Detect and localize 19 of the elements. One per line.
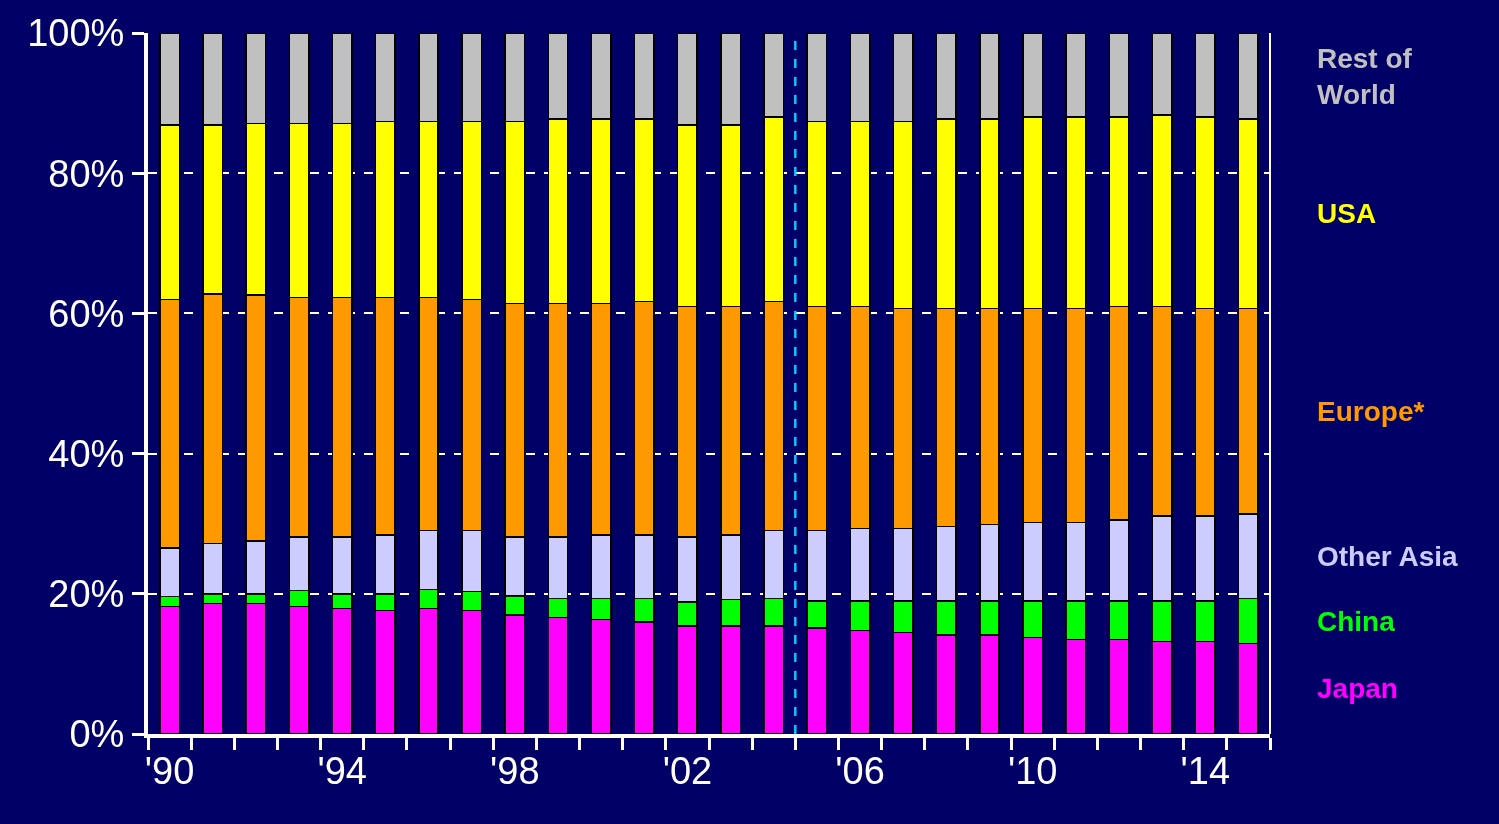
text: Europe* [1317, 396, 1425, 427]
x-tick-label: '94 [317, 749, 367, 792]
text: Japan [1317, 673, 1398, 704]
y-tick-label: 0% [69, 713, 125, 756]
text: Rest of World [1317, 43, 1413, 111]
x-tick-label: '10 [1007, 749, 1058, 792]
x-tick-label: '02 [662, 749, 713, 792]
text: Other Asia [1317, 541, 1458, 572]
y-tick-label: 80% [48, 152, 125, 195]
text: China [1317, 606, 1396, 637]
y-tick-label: 40% [48, 432, 125, 475]
y-tick-label: 100% [27, 12, 125, 55]
y-tick-label: 60% [48, 292, 125, 335]
x-tick-label: '06 [835, 749, 885, 792]
text: USA [1317, 198, 1377, 229]
x-tick-label: '90 [144, 749, 195, 792]
x-tick-label: '14 [1180, 749, 1231, 792]
y-tick-label: 20% [48, 573, 125, 616]
x-tick-label: '98 [490, 749, 540, 792]
